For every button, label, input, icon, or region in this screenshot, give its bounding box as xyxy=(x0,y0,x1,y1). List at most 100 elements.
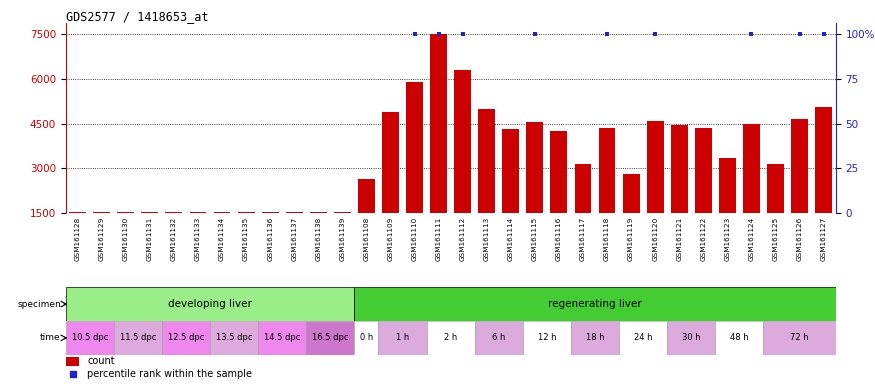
Text: 30 h: 30 h xyxy=(682,333,701,343)
Text: GSM161109: GSM161109 xyxy=(388,217,394,261)
Bar xyxy=(716,321,763,355)
Text: GSM161124: GSM161124 xyxy=(748,217,754,261)
Text: GSM161125: GSM161125 xyxy=(773,217,779,261)
Bar xyxy=(358,179,374,213)
Text: GSM161115: GSM161115 xyxy=(532,217,538,261)
Text: GSM161110: GSM161110 xyxy=(411,217,417,261)
Text: GSM161138: GSM161138 xyxy=(315,217,321,261)
Bar xyxy=(479,109,495,213)
Text: GSM161114: GSM161114 xyxy=(507,217,514,261)
Bar xyxy=(214,212,230,213)
Text: GDS2577 / 1418653_at: GDS2577 / 1418653_at xyxy=(66,10,208,23)
Text: GSM161118: GSM161118 xyxy=(604,217,610,261)
Text: GSM161133: GSM161133 xyxy=(195,217,201,261)
Text: GSM161134: GSM161134 xyxy=(219,217,225,261)
Bar xyxy=(69,212,86,213)
Bar xyxy=(623,174,640,213)
Bar xyxy=(430,34,447,213)
Text: 13.5 dpc: 13.5 dpc xyxy=(216,333,252,343)
Text: GSM161137: GSM161137 xyxy=(291,217,298,261)
Bar xyxy=(114,321,162,355)
Text: 6 h: 6 h xyxy=(492,333,506,343)
Text: 24 h: 24 h xyxy=(634,333,653,343)
Bar xyxy=(94,212,110,213)
Bar xyxy=(719,158,736,213)
Text: GSM161112: GSM161112 xyxy=(459,217,466,261)
Bar xyxy=(523,321,571,355)
Text: GSM161128: GSM161128 xyxy=(74,217,80,261)
Bar xyxy=(406,82,423,213)
Bar xyxy=(66,287,354,321)
Bar xyxy=(550,131,567,213)
Bar xyxy=(162,321,210,355)
Text: percentile rank within the sample: percentile rank within the sample xyxy=(88,369,252,379)
Bar xyxy=(262,212,278,213)
Text: GSM161122: GSM161122 xyxy=(700,217,706,261)
Text: GSM161111: GSM161111 xyxy=(436,217,442,261)
Text: 72 h: 72 h xyxy=(790,333,808,343)
Text: GSM161119: GSM161119 xyxy=(628,217,634,261)
Text: GSM161139: GSM161139 xyxy=(340,217,346,261)
Bar xyxy=(571,321,620,355)
Bar xyxy=(743,124,760,213)
Text: 12 h: 12 h xyxy=(537,333,556,343)
Text: 11.5 dpc: 11.5 dpc xyxy=(120,333,156,343)
Bar xyxy=(66,357,80,366)
Bar xyxy=(695,128,711,213)
Bar xyxy=(767,164,784,213)
Bar xyxy=(306,321,354,355)
Bar xyxy=(816,107,832,213)
Text: specimen: specimen xyxy=(18,300,61,309)
Text: regenerating liver: regenerating liver xyxy=(548,299,642,309)
Text: GSM161129: GSM161129 xyxy=(99,217,105,261)
Bar xyxy=(310,212,326,213)
Bar xyxy=(190,212,206,213)
Bar xyxy=(427,321,475,355)
Bar xyxy=(354,287,836,321)
Bar xyxy=(258,321,306,355)
Text: 12.5 dpc: 12.5 dpc xyxy=(168,333,204,343)
Text: GSM161123: GSM161123 xyxy=(724,217,731,261)
Bar xyxy=(791,119,808,213)
Text: 1 h: 1 h xyxy=(396,333,410,343)
Text: GSM161117: GSM161117 xyxy=(580,217,586,261)
Bar xyxy=(210,321,258,355)
Bar xyxy=(475,321,523,355)
Text: GSM161132: GSM161132 xyxy=(171,217,177,261)
Text: 0 h: 0 h xyxy=(360,333,373,343)
Text: 18 h: 18 h xyxy=(585,333,605,343)
Bar xyxy=(165,212,182,213)
Text: count: count xyxy=(88,356,115,366)
Bar xyxy=(142,212,158,213)
Bar xyxy=(575,164,592,213)
Bar xyxy=(671,125,688,213)
Text: GSM161127: GSM161127 xyxy=(821,217,827,261)
Bar xyxy=(379,321,427,355)
Text: GSM161130: GSM161130 xyxy=(123,217,129,261)
Text: developing liver: developing liver xyxy=(168,299,252,309)
Bar xyxy=(454,70,471,213)
Text: 48 h: 48 h xyxy=(730,333,749,343)
Text: time: time xyxy=(40,333,61,343)
Text: GSM161126: GSM161126 xyxy=(796,217,802,261)
Text: GSM161136: GSM161136 xyxy=(267,217,273,261)
Text: 2 h: 2 h xyxy=(444,333,458,343)
Text: GSM161121: GSM161121 xyxy=(676,217,682,261)
Text: GSM161135: GSM161135 xyxy=(243,217,249,261)
Text: GSM161108: GSM161108 xyxy=(363,217,369,261)
Text: GSM161116: GSM161116 xyxy=(556,217,562,261)
Bar xyxy=(502,129,519,213)
Bar xyxy=(354,321,379,355)
Text: 14.5 dpc: 14.5 dpc xyxy=(264,333,300,343)
Text: 16.5 dpc: 16.5 dpc xyxy=(312,333,348,343)
Bar xyxy=(668,321,716,355)
Bar xyxy=(527,122,543,213)
Text: GSM161113: GSM161113 xyxy=(484,217,490,261)
Bar xyxy=(117,212,134,213)
Text: GSM161120: GSM161120 xyxy=(652,217,658,261)
Text: 10.5 dpc: 10.5 dpc xyxy=(72,333,108,343)
Bar xyxy=(334,212,351,213)
Bar xyxy=(286,212,303,213)
Bar xyxy=(598,128,615,213)
Bar xyxy=(763,321,836,355)
